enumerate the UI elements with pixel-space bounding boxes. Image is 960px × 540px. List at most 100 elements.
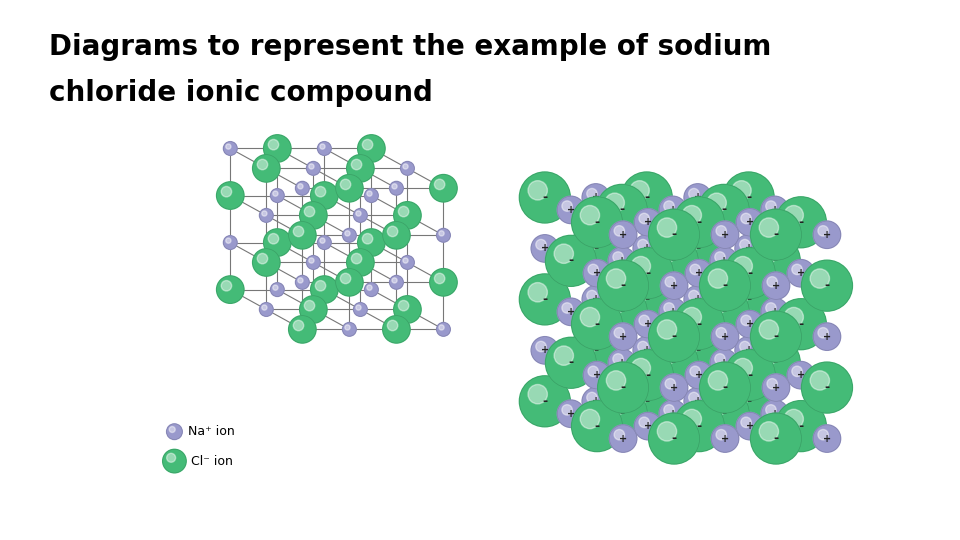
Circle shape — [660, 196, 686, 224]
Text: -: - — [696, 420, 702, 433]
Circle shape — [259, 302, 274, 316]
Text: +: + — [619, 230, 627, 240]
Circle shape — [735, 336, 762, 364]
Text: +: + — [618, 256, 626, 266]
Text: +: + — [619, 332, 627, 342]
Text: +: + — [644, 421, 652, 431]
Circle shape — [621, 274, 672, 325]
Circle shape — [588, 366, 598, 376]
Circle shape — [571, 299, 622, 350]
Text: -: - — [645, 369, 651, 382]
Text: +: + — [695, 268, 703, 278]
Circle shape — [587, 291, 597, 301]
Circle shape — [580, 409, 600, 429]
Circle shape — [716, 328, 727, 338]
Text: -: - — [723, 279, 728, 292]
Circle shape — [614, 328, 625, 338]
Text: -: - — [619, 305, 624, 318]
Text: -: - — [696, 216, 702, 229]
Circle shape — [684, 184, 711, 211]
Circle shape — [536, 239, 546, 250]
Circle shape — [767, 276, 778, 287]
Circle shape — [631, 256, 651, 276]
Circle shape — [759, 218, 779, 237]
Circle shape — [400, 161, 415, 175]
Circle shape — [711, 221, 739, 248]
Circle shape — [759, 422, 779, 441]
Text: -: - — [542, 293, 547, 306]
Circle shape — [390, 181, 403, 195]
Text: -: - — [825, 279, 829, 292]
Circle shape — [390, 275, 403, 289]
Text: -: - — [672, 228, 677, 241]
Text: +: + — [618, 358, 626, 368]
Circle shape — [557, 298, 585, 326]
Text: -: - — [620, 279, 626, 292]
Text: +: + — [797, 370, 804, 380]
Circle shape — [810, 269, 829, 288]
Circle shape — [700, 260, 751, 311]
Circle shape — [353, 208, 368, 222]
Circle shape — [392, 184, 397, 189]
Circle shape — [630, 282, 649, 302]
Text: +: + — [642, 244, 651, 253]
Text: +: + — [746, 421, 754, 431]
Circle shape — [660, 400, 686, 428]
Circle shape — [273, 191, 278, 196]
Circle shape — [217, 276, 244, 303]
Text: -: - — [799, 420, 804, 433]
Circle shape — [596, 286, 647, 338]
Circle shape — [582, 184, 610, 211]
Circle shape — [622, 248, 674, 299]
Text: -: - — [772, 356, 778, 369]
Text: -: - — [542, 395, 547, 408]
Circle shape — [289, 221, 316, 249]
Circle shape — [300, 201, 327, 229]
Text: -: - — [645, 267, 651, 280]
Circle shape — [685, 260, 712, 287]
Circle shape — [684, 286, 711, 313]
Text: -: - — [593, 242, 598, 255]
Text: -: - — [746, 395, 752, 408]
Circle shape — [403, 258, 408, 263]
Circle shape — [700, 362, 751, 413]
Circle shape — [439, 325, 444, 330]
Circle shape — [725, 350, 776, 401]
Text: -: - — [542, 191, 547, 204]
Circle shape — [647, 235, 698, 286]
Circle shape — [531, 336, 559, 364]
Circle shape — [732, 282, 752, 302]
Text: +: + — [721, 434, 729, 443]
Circle shape — [367, 191, 372, 196]
Circle shape — [787, 361, 815, 389]
Circle shape — [681, 232, 700, 251]
Circle shape — [221, 281, 231, 291]
Circle shape — [309, 258, 314, 263]
Text: -: - — [644, 191, 649, 204]
Circle shape — [351, 159, 362, 170]
Circle shape — [698, 185, 750, 235]
Circle shape — [519, 274, 570, 325]
Circle shape — [598, 362, 649, 413]
Circle shape — [562, 303, 572, 313]
Circle shape — [715, 252, 725, 262]
Circle shape — [663, 404, 674, 415]
Circle shape — [365, 188, 378, 202]
Circle shape — [766, 303, 776, 313]
Circle shape — [649, 209, 700, 260]
Circle shape — [736, 413, 763, 440]
Circle shape — [554, 244, 573, 264]
Circle shape — [169, 427, 176, 433]
Text: +: + — [540, 346, 549, 355]
Circle shape — [716, 226, 727, 236]
Circle shape — [392, 278, 397, 283]
Text: -: - — [594, 216, 600, 229]
Circle shape — [571, 401, 622, 451]
Circle shape — [612, 252, 623, 262]
Circle shape — [818, 226, 828, 236]
Text: -: - — [721, 407, 727, 420]
Circle shape — [607, 269, 626, 288]
Circle shape — [598, 260, 649, 311]
Text: -: - — [670, 356, 676, 369]
Circle shape — [758, 346, 778, 365]
